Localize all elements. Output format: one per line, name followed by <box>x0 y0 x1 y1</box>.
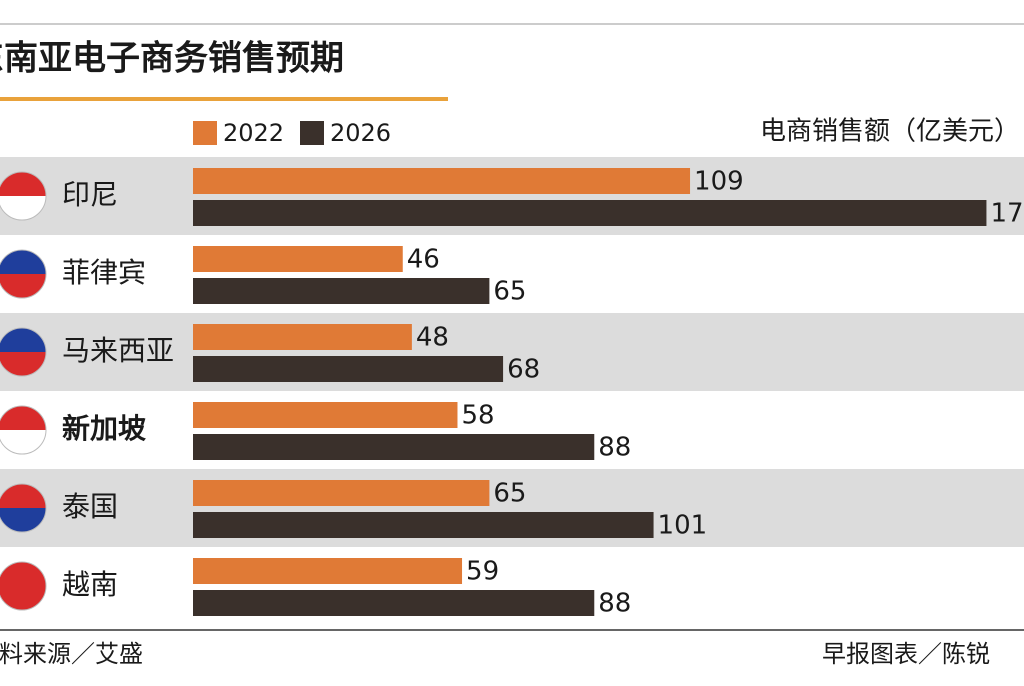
source: 资料来源／艾盛 <box>0 640 143 668</box>
unit-label: 电商销售额（亿美元） <box>760 117 1020 147</box>
flag <box>0 406 46 430</box>
chart-title: 东南亚电子商务销售预期 <box>0 39 344 79</box>
bar <box>193 590 595 616</box>
flag-outline <box>0 171 47 221</box>
value-label: 88 <box>598 589 631 619</box>
flag <box>0 274 46 298</box>
category-label: 马来西亚 <box>62 334 174 367</box>
category-label: 新加坡 <box>62 412 146 445</box>
bar <box>193 402 458 428</box>
value-label: 101 <box>658 511 708 541</box>
value-label: 68 <box>507 355 540 385</box>
credit: 早报图表／陈锐 <box>822 640 990 668</box>
bar <box>193 200 987 226</box>
value-label: 65 <box>493 277 526 307</box>
bar <box>193 324 412 350</box>
category-label: 菲律宾 <box>62 256 146 289</box>
flag-outline <box>0 249 47 299</box>
value-label: 88 <box>598 433 631 463</box>
legend-swatch <box>300 121 324 145</box>
legend-label: 2022 <box>223 119 284 147</box>
category-label: 越南 <box>62 568 118 601</box>
legend-swatch <box>193 121 217 145</box>
value-label: 46 <box>407 245 440 275</box>
value-label: 58 <box>461 401 494 431</box>
flag <box>0 586 46 610</box>
bar <box>193 558 463 584</box>
flag-outline <box>0 483 47 533</box>
category-label: 印尼 <box>62 178 118 211</box>
value-label: 59 <box>466 557 499 587</box>
legend-label: 2026 <box>330 119 391 147</box>
value-label: 48 <box>416 323 449 353</box>
value-label: 65 <box>493 479 526 509</box>
value-label: 174 <box>990 199 1024 229</box>
value-label: 109 <box>694 167 744 197</box>
bar <box>193 512 654 538</box>
flag-outline <box>0 327 47 377</box>
flag-outline <box>0 561 47 611</box>
bar <box>193 480 490 506</box>
bar <box>193 278 490 304</box>
flag <box>0 562 46 586</box>
row-band <box>0 313 1024 391</box>
flag <box>0 250 46 274</box>
bar <box>193 434 595 460</box>
bar <box>193 168 691 194</box>
bar <box>193 246 403 272</box>
bar <box>193 356 504 382</box>
title-underline <box>0 97 448 101</box>
category-label: 泰国 <box>62 490 118 523</box>
flag <box>0 430 46 454</box>
flag-outline <box>0 405 47 455</box>
